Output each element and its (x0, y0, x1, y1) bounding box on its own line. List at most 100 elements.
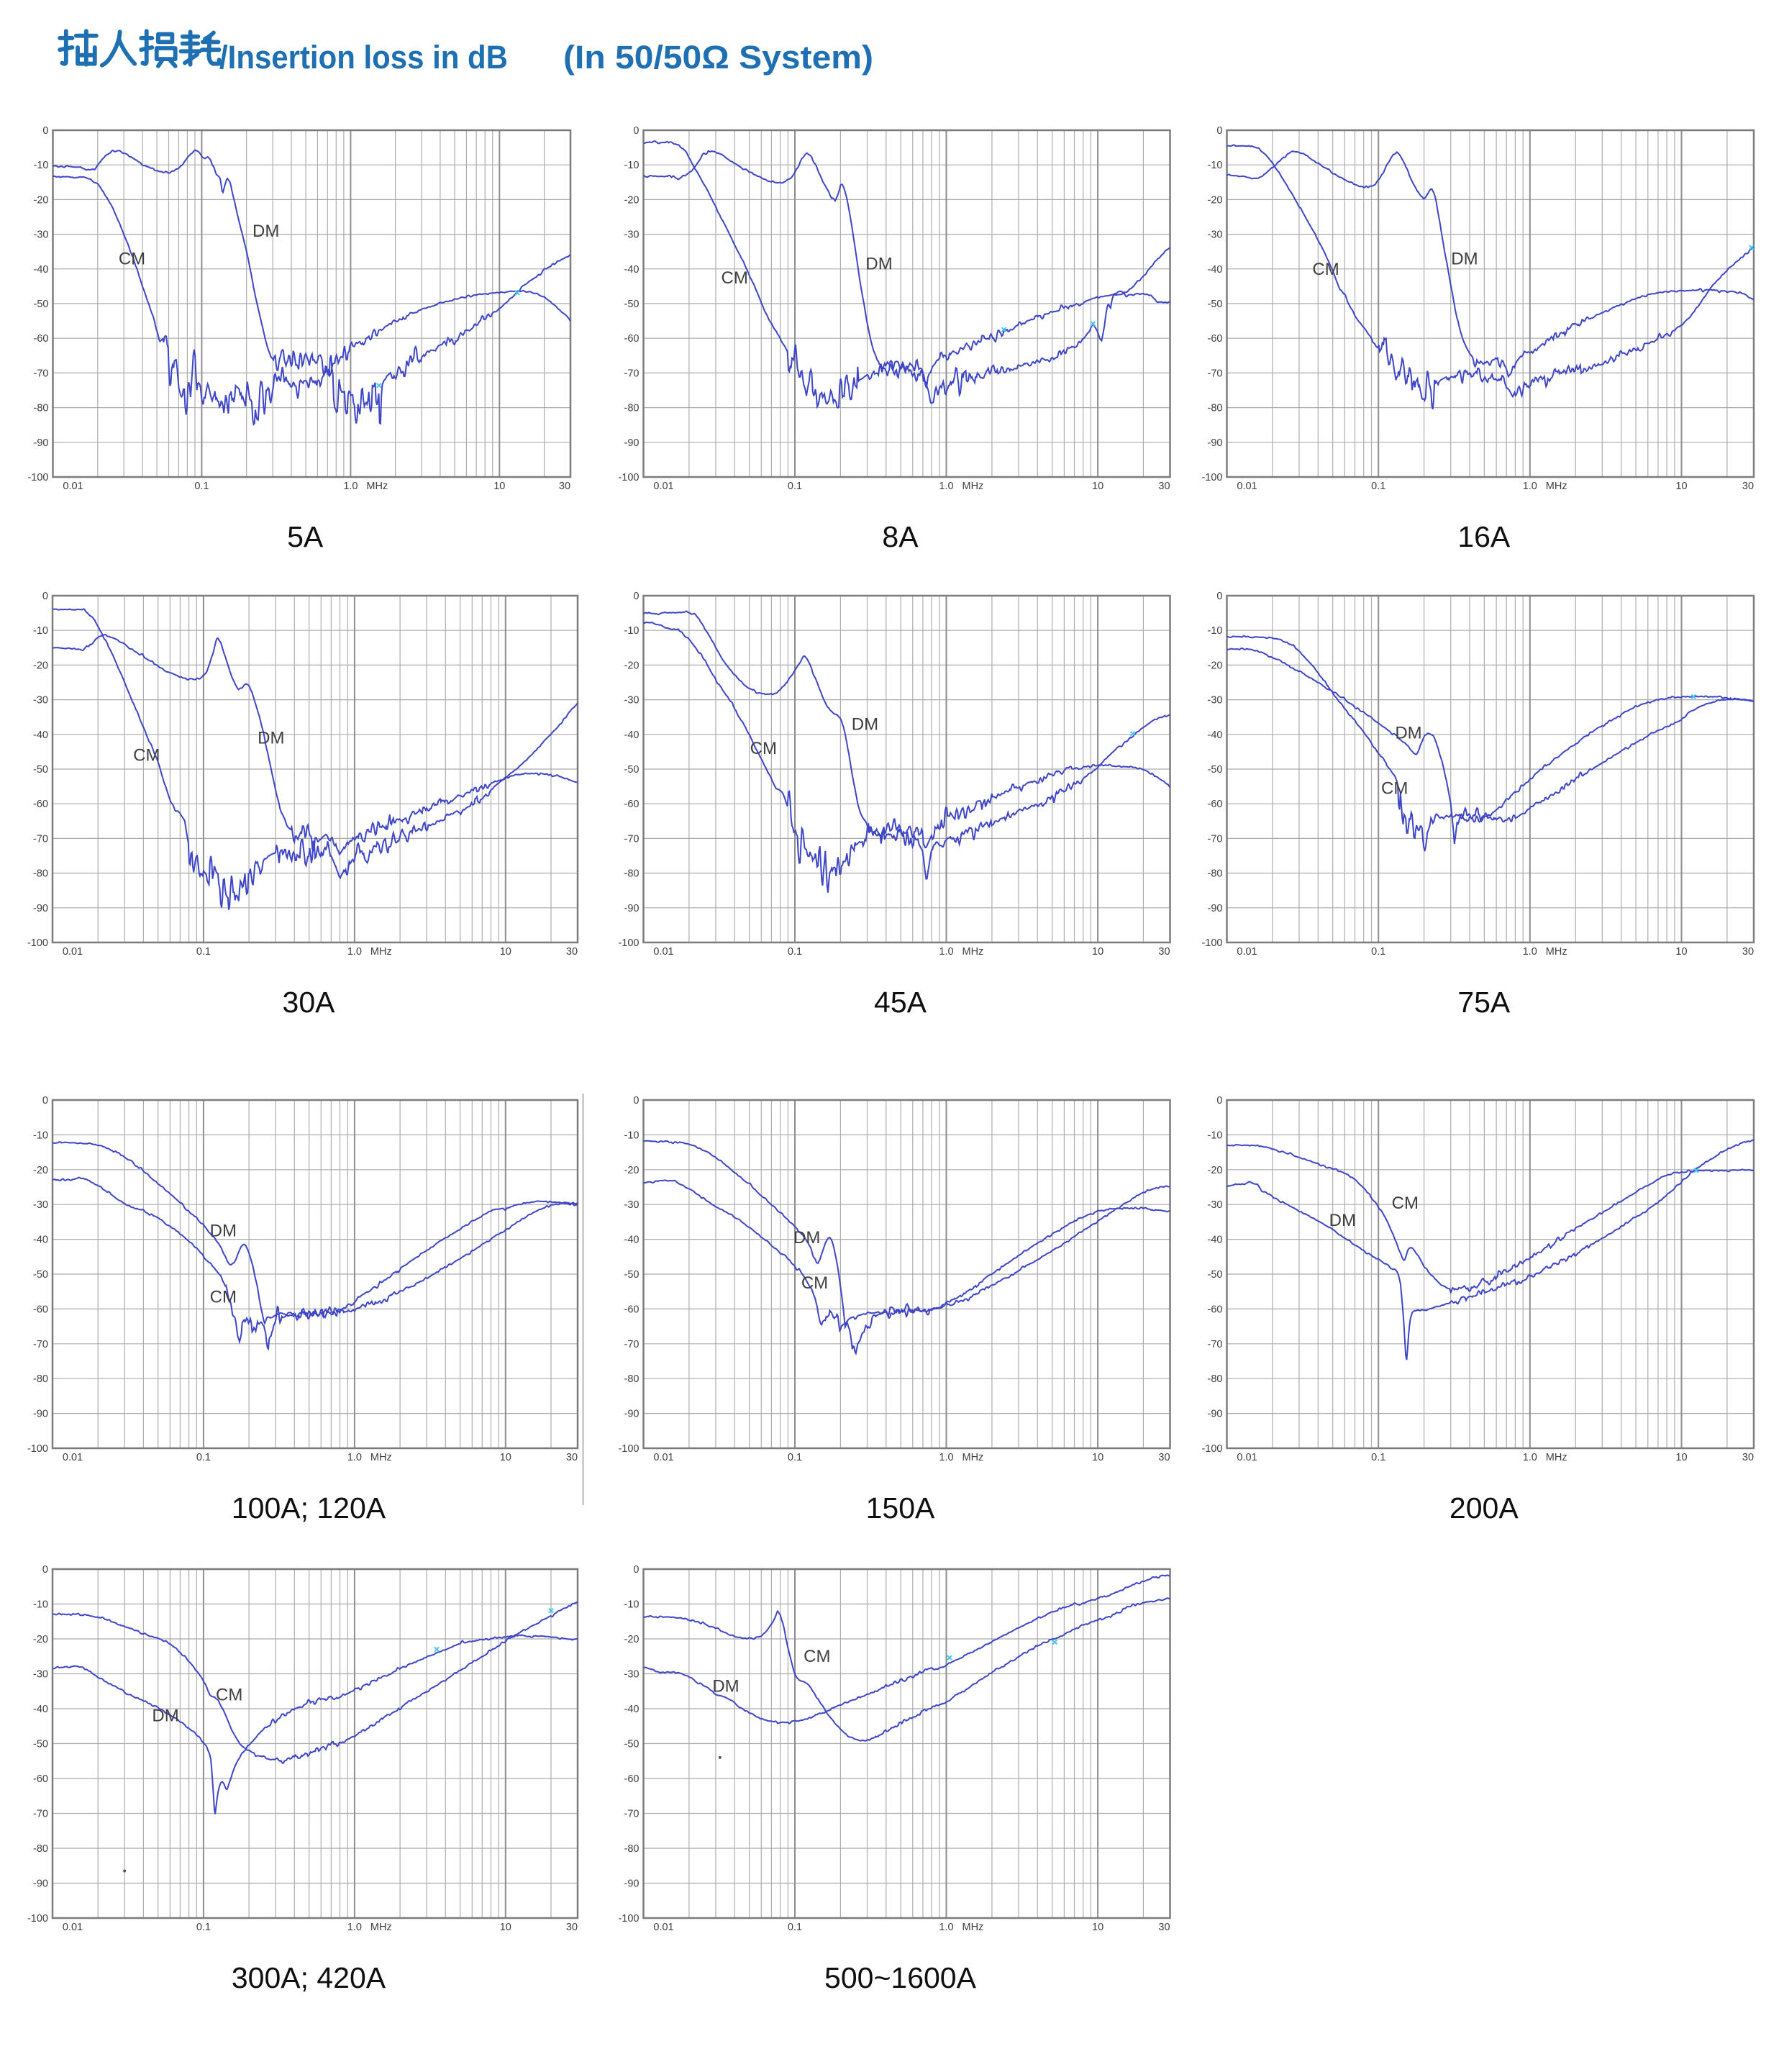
svg-text:-70: -70 (34, 368, 49, 379)
svg-text:-70: -70 (1208, 833, 1223, 845)
svg-text:10: 10 (1675, 481, 1687, 492)
svg-text:1.0: 1.0 (347, 1922, 362, 1933)
svg-text:MHz: MHz (962, 1452, 984, 1463)
svg-text:10: 10 (1092, 481, 1103, 492)
svg-text:CM: CM (1381, 779, 1408, 799)
svg-text:75A: 75A (1457, 986, 1511, 1019)
svg-text:-70: -70 (624, 1809, 640, 1820)
svg-text:30: 30 (1742, 946, 1754, 958)
svg-text:MHz: MHz (962, 481, 984, 492)
svg-text:-20: -20 (33, 1165, 48, 1176)
svg-text:0: 0 (42, 1564, 48, 1576)
svg-text:-50: -50 (1208, 299, 1223, 310)
svg-text:-10: -10 (1208, 1130, 1223, 1141)
svg-text:-60: -60 (624, 799, 640, 810)
svg-text:-100: -100 (27, 472, 48, 483)
svg-text:-30: -30 (1208, 1199, 1223, 1211)
svg-text:-40: -40 (1208, 730, 1223, 741)
svg-text:0: 0 (1216, 1095, 1222, 1107)
svg-text:DM: DM (152, 1707, 178, 1726)
svg-text:CM: CM (119, 249, 145, 268)
svg-text:1.0: 1.0 (1523, 1452, 1537, 1463)
svg-text:-20: -20 (34, 194, 49, 206)
svg-text:-70: -70 (624, 1339, 640, 1350)
svg-text:-30: -30 (624, 695, 640, 706)
svg-text:-100: -100 (618, 937, 639, 949)
svg-text:MHz: MHz (370, 1452, 392, 1463)
svg-text:16A: 16A (1457, 520, 1511, 553)
svg-text:-100: -100 (27, 937, 48, 949)
svg-text:-70: -70 (33, 1339, 48, 1350)
svg-text:-60: -60 (33, 799, 48, 810)
svg-text:0.01: 0.01 (1237, 1452, 1257, 1463)
svg-text:-90: -90 (33, 1878, 48, 1890)
svg-text:-90: -90 (624, 437, 640, 449)
svg-text:-40: -40 (624, 730, 640, 741)
svg-text:0: 0 (1216, 591, 1222, 602)
svg-text:0.01: 0.01 (1237, 481, 1257, 492)
svg-text:0.1: 0.1 (1371, 946, 1385, 958)
svg-text:-40: -40 (33, 1235, 48, 1246)
svg-text:0: 0 (633, 1564, 639, 1576)
svg-text:0.01: 0.01 (63, 481, 83, 492)
svg-text:-30: -30 (33, 1669, 48, 1681)
svg-text:-10: -10 (624, 1599, 640, 1611)
svg-text:10: 10 (493, 481, 505, 492)
svg-text:DM: DM (712, 1677, 739, 1696)
svg-text:30: 30 (1742, 1452, 1754, 1463)
svg-text:-60: -60 (33, 1304, 48, 1315)
svg-text:-60: -60 (624, 1773, 640, 1785)
svg-text:-50: -50 (34, 299, 49, 310)
svg-text:0.01: 0.01 (653, 1922, 673, 1933)
svg-text:-80: -80 (33, 1843, 48, 1855)
svg-text:-40: -40 (33, 730, 48, 741)
svg-text:-10: -10 (624, 1130, 640, 1141)
svg-text:DM: DM (852, 714, 878, 734)
svg-text:-80: -80 (624, 1373, 640, 1385)
svg-text:10: 10 (500, 1922, 511, 1933)
svg-text:0.1: 0.1 (1371, 1452, 1385, 1463)
svg-text:10: 10 (1675, 946, 1687, 958)
svg-text:MHz: MHz (1546, 1452, 1567, 1463)
svg-text:-50: -50 (33, 1739, 48, 1750)
svg-text:-70: -70 (1208, 368, 1223, 379)
svg-text:-20: -20 (624, 1165, 640, 1176)
svg-text:DM: DM (865, 255, 892, 274)
svg-text:-80: -80 (624, 868, 640, 880)
svg-text:-40: -40 (1208, 264, 1223, 276)
svg-text:-20: -20 (1208, 1165, 1223, 1176)
svg-text:30A: 30A (283, 986, 336, 1019)
svg-text:-60: -60 (33, 1773, 48, 1785)
svg-text:30: 30 (1742, 481, 1754, 492)
svg-text:-90: -90 (624, 1878, 640, 1890)
svg-text:-30: -30 (1208, 230, 1223, 241)
svg-text:0.01: 0.01 (653, 946, 673, 958)
svg-text:-60: -60 (34, 333, 49, 345)
svg-text:CM: CM (722, 268, 748, 288)
svg-text:-60: -60 (1208, 333, 1223, 345)
svg-text:0: 0 (633, 125, 639, 137)
svg-text:-80: -80 (624, 403, 640, 414)
svg-text:-100: -100 (618, 1443, 639, 1455)
svg-text:-20: -20 (1208, 194, 1223, 206)
svg-text:-50: -50 (624, 1739, 640, 1750)
svg-text:0.01: 0.01 (63, 1452, 83, 1463)
svg-text:1.0: 1.0 (347, 946, 362, 958)
svg-text:-50: -50 (33, 1269, 48, 1281)
svg-text:0: 0 (42, 591, 48, 602)
svg-text:-30: -30 (624, 230, 640, 241)
svg-text:30: 30 (1158, 481, 1170, 492)
svg-text:-90: -90 (33, 1409, 48, 1420)
svg-text:0.1: 0.1 (788, 1922, 802, 1933)
svg-text:-80: -80 (1208, 1373, 1223, 1385)
svg-text:0.01: 0.01 (653, 481, 673, 492)
svg-text:DM: DM (1451, 249, 1478, 268)
svg-text:-30: -30 (33, 695, 48, 706)
svg-text:-90: -90 (1208, 437, 1223, 449)
svg-text:-50: -50 (624, 764, 640, 776)
svg-text:-100: -100 (618, 1913, 639, 1925)
svg-text:-80: -80 (624, 1843, 640, 1855)
svg-text:5A: 5A (287, 520, 324, 553)
svg-text:-80: -80 (1208, 403, 1223, 414)
svg-text:0: 0 (633, 1095, 639, 1107)
